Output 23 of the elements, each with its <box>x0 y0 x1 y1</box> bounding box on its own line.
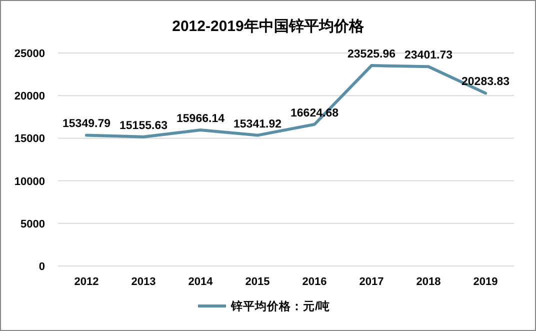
x-tick-label: 2017 <box>359 276 384 288</box>
y-tick-label: 20000 <box>14 90 45 103</box>
legend-label: 锌平均价格：元/吨 <box>230 299 330 313</box>
x-tick-label: 2019 <box>473 276 498 288</box>
y-tick-label: 5000 <box>20 218 45 230</box>
y-tick-label: 10000 <box>14 176 45 188</box>
x-tick-label: 2015 <box>245 276 270 288</box>
x-tick-label: 2016 <box>302 276 327 288</box>
data-label: 23525.96 <box>348 48 396 61</box>
data-label: 15349.79 <box>62 118 110 130</box>
x-tick-label: 2018 <box>416 276 441 288</box>
y-tick-label: 0 <box>38 261 45 273</box>
y-tick-label: 15000 <box>14 133 45 146</box>
data-label: 23401.73 <box>404 50 452 62</box>
x-tick-label: 2012 <box>74 276 99 288</box>
data-label: 15966.14 <box>176 112 226 125</box>
x-tick-label: 2013 <box>131 276 156 288</box>
x-tick-label: 2014 <box>188 276 214 288</box>
chart-title: 2012-2019年中国锌平均价格 <box>172 18 365 35</box>
data-label: 15155.63 <box>120 120 168 132</box>
data-label: 15341.92 <box>234 118 282 130</box>
data-label: 20283.83 <box>462 76 510 88</box>
y-tick-label: 25000 <box>14 48 45 60</box>
